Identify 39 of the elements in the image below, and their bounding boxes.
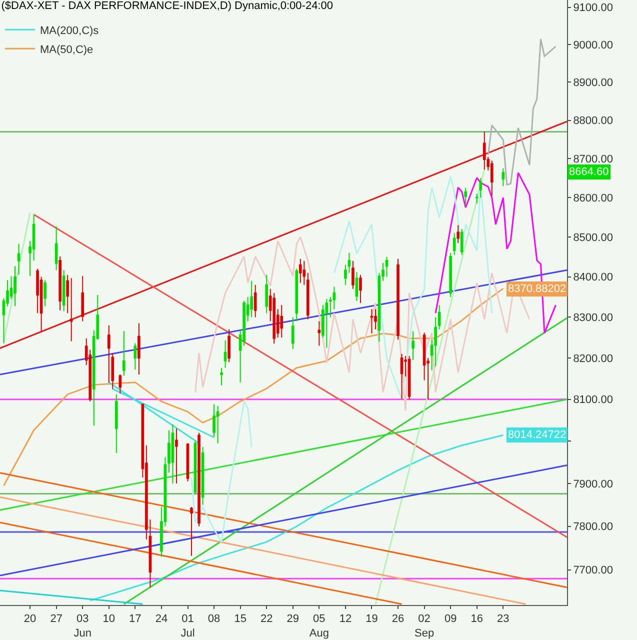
y-tick-label: 8900.00 [573,77,613,90]
x-tick-label: 24 [155,613,168,626]
y-tick-label: 7800.00 [573,521,613,534]
x-tick-label: 23 [497,613,510,626]
y-tick-label: 8600.00 [573,192,613,205]
x-tick-label: 15 [234,613,246,626]
y-tick-label: 8300.00 [573,312,613,324]
x-tick-label: 22 [260,613,273,626]
x-tick-label: 08 [208,613,220,626]
y-tick-label: 9100.00 [573,2,613,14]
data-label: 8014.24722 [508,429,566,441]
x-tick-label: 29 [286,613,300,626]
y-tick-label: 8700.00 [573,154,613,166]
x-tick-label: 19 [366,613,378,626]
legend-label: MA(200,C)s [40,24,100,37]
x-tick-label: 02 Sep [414,613,434,640]
x-tick-label: 09 [444,613,457,626]
x-tick-label: 16 [470,613,484,626]
x-tick-label: 26 [392,613,404,626]
x-tick-label: 01 Jul [180,613,195,640]
x-tick-label: 27 [50,613,62,626]
x-tick-label: 05 Aug [309,613,329,640]
x-tick-label: 17 [129,613,142,626]
x-tick-label: 03 Jun [74,613,92,640]
y-tick-label: 8800.00 [573,115,613,128]
y-tick-label: 7900.00 [573,478,613,490]
y-tick-label: 8200.00 [573,352,613,365]
legend-label: MA(50,C)e [40,44,94,56]
chart-title: ($DAX-XET - DAX PERFORMANCE-INDEX,D) Dynamic,0:00-24:00 [1,0,333,12]
y-tick-label: 9000.00 [573,39,613,52]
y-tick-label: 7700.00 [573,564,613,577]
y-tick-label: 8400.00 [573,272,613,284]
x-tick-label: 10 [102,613,116,626]
x-tick-label: 12 [339,613,352,626]
y-tick-label: 8500.00 [573,232,613,244]
y-tick-label: 8100.00 [573,394,613,406]
annotation: 8664.60 [569,166,609,178]
data-label: 8370.88202 [508,283,566,295]
x-tick-label: 20 [24,613,36,626]
